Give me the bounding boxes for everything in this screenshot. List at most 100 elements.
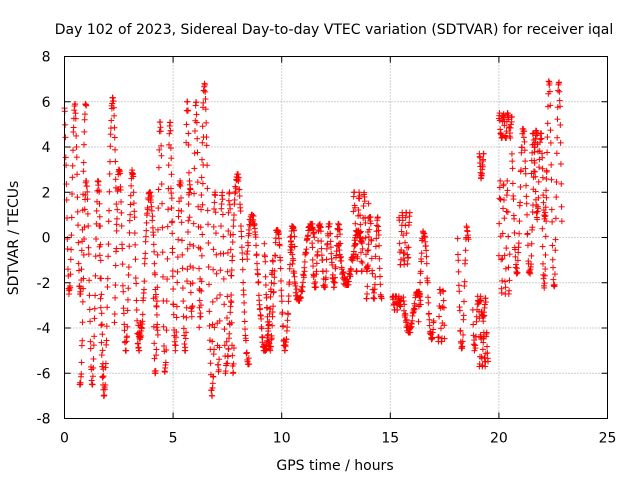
data-point <box>85 244 92 251</box>
data-point <box>557 160 564 167</box>
data-point <box>401 250 408 257</box>
data-point <box>481 301 488 308</box>
data-point <box>159 249 166 256</box>
data-point <box>199 180 206 187</box>
data-point <box>364 290 371 297</box>
data-point <box>367 220 374 227</box>
data-point <box>243 251 250 258</box>
data-point <box>168 190 175 197</box>
data-point <box>141 278 148 285</box>
data-point <box>205 221 212 228</box>
data-point <box>531 144 538 151</box>
data-point <box>216 344 223 351</box>
data-point <box>89 373 96 380</box>
data-point <box>201 81 208 88</box>
data-point <box>213 295 220 302</box>
data-point <box>62 121 69 128</box>
data-point <box>430 326 437 333</box>
data-point <box>357 249 364 256</box>
data-point <box>555 87 562 94</box>
data-point <box>216 317 223 324</box>
data-point <box>185 141 192 148</box>
data-point <box>191 190 198 197</box>
data-point <box>221 301 228 308</box>
data-point <box>183 304 190 311</box>
data-point <box>276 235 283 242</box>
data-point <box>356 192 363 199</box>
data-point <box>499 134 506 141</box>
data-point <box>286 279 293 286</box>
data-point <box>535 178 542 185</box>
data-point <box>455 257 462 264</box>
data-point <box>371 281 378 288</box>
data-point <box>84 210 91 217</box>
data-point <box>211 199 218 206</box>
data-point <box>155 205 162 212</box>
data-point <box>538 135 545 142</box>
data-point <box>484 343 491 350</box>
data-point <box>498 289 505 296</box>
data-point <box>202 88 209 95</box>
data-point <box>78 359 85 366</box>
data-point <box>372 253 379 260</box>
data-point <box>130 200 137 207</box>
data-point <box>338 257 345 264</box>
data-point <box>480 150 487 157</box>
data-point <box>159 200 166 207</box>
data-point <box>288 237 295 244</box>
data-point <box>92 292 99 299</box>
data-point <box>314 248 321 255</box>
data-point <box>131 208 138 215</box>
data-point <box>418 258 425 265</box>
data-point <box>210 246 217 253</box>
data-point <box>498 256 505 263</box>
data-point <box>77 291 84 298</box>
data-point <box>217 291 224 298</box>
data-point <box>426 316 433 323</box>
data-point <box>150 241 157 248</box>
data-point <box>231 212 238 219</box>
data-point <box>75 222 82 229</box>
data-point <box>368 255 375 262</box>
data-point <box>532 188 539 195</box>
data-point <box>479 163 486 170</box>
data-point <box>403 230 410 237</box>
data-point <box>243 349 250 356</box>
data-point <box>131 214 138 221</box>
data-point <box>517 199 524 206</box>
data-point <box>202 96 209 103</box>
data-point <box>89 381 96 388</box>
data-point <box>472 345 479 352</box>
data-point <box>397 303 404 310</box>
data-point <box>111 112 118 119</box>
data-point <box>204 207 211 214</box>
data-point <box>184 245 191 252</box>
data-point <box>224 360 231 367</box>
data-point <box>156 146 163 153</box>
data-point <box>345 278 352 285</box>
data-point <box>132 275 139 282</box>
data-point <box>417 268 424 275</box>
data-point <box>96 200 103 207</box>
data-point <box>285 311 292 318</box>
data-point <box>168 195 175 202</box>
data-point <box>399 217 406 224</box>
data-point <box>86 292 93 299</box>
data-point <box>440 288 447 295</box>
data-point <box>499 277 506 284</box>
data-point <box>96 243 103 250</box>
data-point <box>209 380 216 387</box>
data-point <box>277 277 284 284</box>
data-point <box>112 176 119 183</box>
data-point <box>514 257 521 264</box>
data-point <box>398 228 405 235</box>
data-point <box>189 303 196 310</box>
data-point <box>542 204 549 211</box>
data-point <box>269 309 276 316</box>
data-point <box>124 333 131 340</box>
data-point <box>184 278 191 285</box>
data-point <box>333 248 340 255</box>
data-point <box>262 258 269 265</box>
data-point <box>421 233 428 240</box>
data-point <box>287 234 294 241</box>
